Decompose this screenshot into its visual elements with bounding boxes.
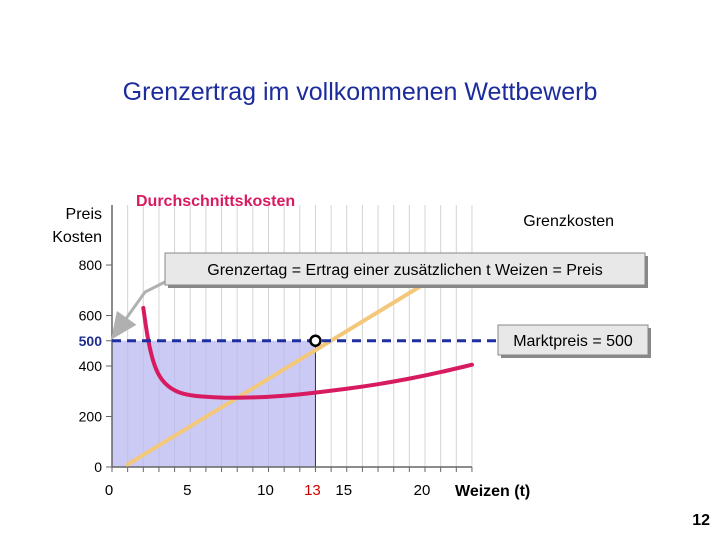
y-tick-label: 800 <box>79 257 103 273</box>
y-axis-label: Preis Kosten <box>52 206 102 246</box>
marginal-cost-label: Grenzkosten <box>523 213 614 230</box>
y-tick-label: 200 <box>79 409 103 425</box>
market-price-group <box>112 334 498 347</box>
page-number: 12 <box>692 512 710 529</box>
slide-title: Grenzertrag im vollkommenen Wettbewerb <box>122 78 598 106</box>
x-tick-label: 15 <box>335 482 352 499</box>
market-price-label: Marktpreis = 500 <box>497 324 651 358</box>
equilibrium-point <box>309 334 322 347</box>
axes: Preis Kosten Weizen (t) <box>52 205 530 500</box>
x-tick-label: 0 <box>105 482 113 499</box>
x-tick-label: 5 <box>183 482 191 499</box>
series <box>125 252 474 467</box>
average-cost-curve <box>141 305 474 400</box>
marginal-revenue-callout: Grenzertag = Ertrag einer zusätzlichen t… <box>164 252 648 288</box>
callouts: Marktpreis = 500 Grenzertag = Ertrag eine… <box>111 193 651 358</box>
y-tick-label: 500 <box>79 333 103 349</box>
marginal-cost-line <box>125 252 474 467</box>
y-tick-label: 0 <box>94 459 102 475</box>
average-cost-label: Durchschnittskosten <box>136 193 295 210</box>
x-tick-label: 10 <box>257 482 274 499</box>
y-tick-label: 400 <box>79 358 103 374</box>
total-revenue-area <box>112 340 316 467</box>
y-tick-label: 600 <box>79 308 103 324</box>
callout-arrow <box>111 280 166 340</box>
x-tick-label: 13 <box>304 482 321 499</box>
x-tick-label: 20 <box>414 482 431 499</box>
market-price-label-text: Marktpreis = 500 <box>513 333 633 350</box>
x-axis-label: Weizen (t) <box>455 483 530 500</box>
marginal-revenue-callout-text: Grenzertag = Ertrag einer zusätzlichen t… <box>207 262 602 279</box>
